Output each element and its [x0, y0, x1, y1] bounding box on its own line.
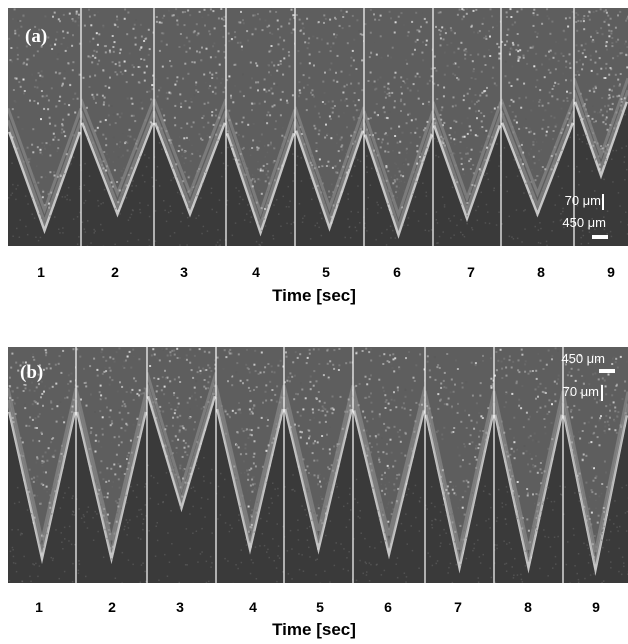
frame-image [295, 8, 366, 240]
panel-b-tick: 1 [35, 599, 43, 615]
frame-image [76, 347, 148, 583]
frame-image [147, 347, 218, 583]
panel-b-tick: 4 [249, 599, 257, 615]
panel-a-tick: 4 [252, 264, 260, 280]
frame-image [226, 8, 296, 246]
panel-a-tick: 8 [537, 264, 545, 280]
panel-b-horizontal-scale-bar [599, 369, 615, 373]
frame-image [574, 8, 628, 245]
panel-a-horizontal-scale-bar [592, 235, 608, 239]
frame-image [284, 347, 355, 583]
panel-b-vertical-scale-bar [601, 385, 603, 401]
panel-a-image: (a) 70 μm 450 μm [8, 8, 628, 246]
frame-image [494, 347, 565, 583]
panel-b-frame-axis: 1 2 3 4 5 6 7 8 9 [0, 599, 628, 619]
panel-a-tick: 3 [180, 264, 188, 280]
panel-a-tick: 6 [393, 264, 401, 280]
panel-b-horizontal-scale-label: 450 μm [561, 351, 605, 366]
panel-a-frames [8, 8, 628, 246]
frame-image [425, 347, 496, 583]
panel-b-tick: 7 [454, 599, 462, 615]
panel-a-frame-axis: 1 2 3 4 5 6 7 8 9 [0, 264, 628, 284]
panel-a-tick: 9 [607, 264, 615, 280]
frame-image [364, 8, 433, 246]
frame-image [81, 8, 156, 246]
panel-a-vertical-scale-bar [602, 194, 604, 210]
panel-b-tick: 6 [384, 599, 392, 615]
panel-a-tick: 7 [467, 264, 475, 280]
panel-b-tick: 2 [108, 599, 116, 615]
panel-b-tick: 3 [176, 599, 184, 615]
panel-b-label: (b) [20, 362, 44, 383]
panel-a-axis-label: Time [sec] [272, 286, 356, 305]
panel-a-label: (a) [25, 26, 48, 47]
frame-image [353, 347, 427, 583]
panel-a-tick: 5 [322, 264, 330, 280]
frame-image [154, 8, 228, 246]
panel-a-horizontal-scale-label: 450 μm [562, 215, 606, 230]
panel-a-vertical-scale-label: 70 μm [564, 193, 601, 208]
panel-b-vertical-scale-label: 70 μm [562, 384, 599, 399]
frame-image [563, 347, 628, 583]
panel-b-tick: 8 [524, 599, 532, 615]
frame-image [433, 8, 502, 244]
frame-image [216, 347, 286, 583]
panel-b-frames [8, 347, 628, 583]
panel-b-tick: 5 [316, 599, 324, 615]
panel-a-tick: 2 [111, 264, 119, 280]
panel-b-axis-label: Time [sec] [272, 620, 356, 639]
frame-image [501, 8, 575, 246]
panel-a-tick: 1 [37, 264, 45, 280]
panel-b-tick: 9 [592, 599, 600, 615]
panel-b-image: (b) 450 μm 70 μm [8, 347, 628, 583]
